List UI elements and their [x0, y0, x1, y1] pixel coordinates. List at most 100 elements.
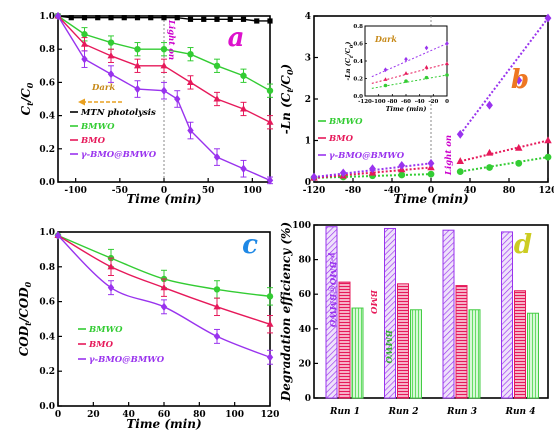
a-point — [133, 61, 142, 69]
d-bar — [501, 231, 513, 399]
d-bar — [338, 281, 351, 399]
c-point — [213, 332, 221, 341]
a-point — [160, 61, 168, 69]
c-xtick-label: 20 — [87, 410, 100, 420]
d-bar — [410, 309, 422, 399]
b-xtick-label: 120 — [539, 186, 554, 196]
c-legend-entry: BMWO — [88, 325, 123, 335]
a-point — [201, 16, 207, 22]
d-bar — [527, 312, 539, 399]
b-inset-ytick-label: 0.8 — [353, 24, 363, 30]
a-point — [254, 18, 260, 24]
b-point — [456, 157, 464, 164]
a-point — [160, 86, 168, 95]
a-point — [187, 50, 194, 58]
a-xtick-label: -50 — [112, 186, 128, 196]
c-point — [160, 283, 168, 291]
b-inset-xtick-label: -40 — [415, 99, 425, 105]
c-xtick-label: 40 — [122, 410, 135, 420]
a-point — [107, 52, 115, 59]
b-point — [515, 143, 523, 151]
b-fit-line — [460, 139, 549, 163]
a-point — [240, 164, 247, 173]
a-point — [213, 95, 221, 102]
d-ytick-label: 40 — [298, 325, 311, 335]
a-legend-entry: BMO — [80, 136, 106, 146]
a-light-annotation: Light on — [166, 19, 176, 60]
a-point — [81, 55, 88, 64]
b-xtick-label: 40 — [464, 186, 477, 196]
d-ytick-label: 60 — [298, 290, 311, 300]
b-inset-xtick-label: -100 — [372, 99, 386, 105]
a-point — [227, 16, 233, 22]
b-panel-label: b — [511, 65, 529, 95]
panel-b: -120 -80 -40 0 40 80 120 0 1 2 3 4 Time (min) -Ln (Ct… — [279, 12, 554, 206]
panel-c: 0 20 40 60 80 100 120 0.0 0.2 0.4 0.6 0.8 1.0 Time (m… — [17, 228, 279, 431]
b-legend-entry: γ-BMO@BMWO — [329, 151, 405, 161]
a-point — [81, 15, 88, 21]
b-point — [544, 13, 552, 23]
c-point — [54, 231, 62, 240]
d-bar-label: γ-BMO@BMWO — [327, 252, 337, 328]
a-point — [68, 15, 74, 21]
d-bar — [325, 226, 338, 399]
a-point — [148, 15, 154, 21]
d-bar-label: BMWO — [383, 329, 393, 364]
a-series-line — [57, 15, 271, 181]
b-inset-ytick-label: 0.2 — [353, 77, 363, 83]
b-inset-ylabel: -Ln (Ct/C0) — [344, 42, 355, 81]
a-ytick-label: 0.6 — [39, 78, 55, 88]
d-bar — [397, 283, 409, 399]
b-fit-line — [459, 17, 549, 135]
c-point — [266, 353, 274, 362]
b-point — [398, 171, 406, 179]
c-point — [213, 302, 221, 310]
a-point — [134, 84, 141, 94]
a-ylabel: Ct/C0 — [19, 82, 35, 115]
a-point — [160, 46, 168, 53]
b-inset-ytick-label: 0.4 — [353, 59, 363, 65]
b-point — [339, 168, 347, 178]
b-legend-entry: BMWO — [328, 117, 363, 127]
b-inset-ytick-label: 0.6 — [353, 42, 363, 48]
a-point — [266, 87, 274, 94]
a-ytick-label: 0.0 — [39, 178, 55, 188]
b-fit-line — [313, 166, 432, 179]
b-ytick-label: 3 — [305, 54, 311, 64]
c-legend-entry: γ-BMO@BMWO — [89, 355, 165, 365]
b-xtick-label: 80 — [503, 186, 516, 196]
b-inset-point — [404, 56, 408, 62]
c-ytick-label: 0.0 — [39, 402, 55, 412]
a-ytick-label: 1.0 — [39, 12, 55, 22]
a-point — [186, 78, 195, 85]
c-ytick-label: 0.4 — [39, 332, 55, 342]
c-ytick-label: 0.8 — [39, 263, 55, 273]
a-point — [214, 16, 220, 22]
b-xtick-label: -40 — [384, 186, 400, 196]
b-inset-frame — [364, 25, 448, 97]
a-point — [239, 105, 248, 112]
b-point — [515, 75, 523, 85]
b-xtick-label: -80 — [345, 186, 361, 196]
c-xtick-label: 0 — [55, 410, 61, 420]
a-point — [213, 152, 221, 162]
d-ytick-label: 0 — [305, 394, 311, 404]
b-ytick-label: 4 — [305, 12, 311, 22]
b-inset-fit-line — [371, 43, 448, 78]
a-point — [134, 46, 141, 53]
a-point — [240, 16, 247, 22]
b-inset-point — [404, 71, 408, 75]
c-point — [266, 320, 274, 327]
b-ylabel: -Ln (Ct/C0) — [279, 64, 295, 134]
b-legend-entry: BMO — [328, 134, 354, 144]
c-point — [107, 283, 115, 292]
a-point — [187, 16, 194, 22]
c-xtick-label: 120 — [261, 410, 280, 420]
a-point — [266, 118, 274, 125]
d-ytick-label: 20 — [298, 359, 311, 369]
b-ytick-label: 0 — [305, 178, 311, 188]
b-inset-xtick-label: 0 — [445, 99, 449, 105]
b-inset-point — [383, 83, 388, 88]
